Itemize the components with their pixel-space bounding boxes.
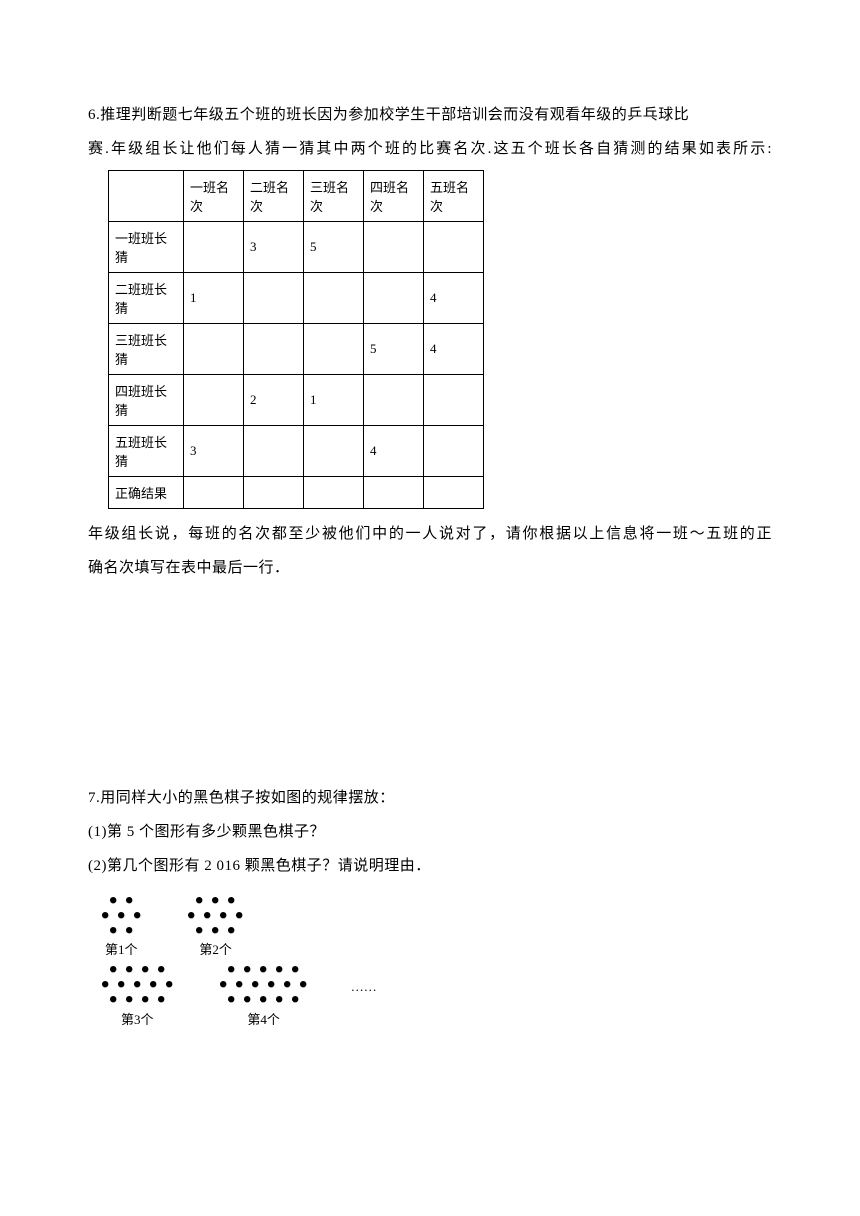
cell: 5 [304,222,364,273]
ranking-table: 一班名次 二班名次 三班名次 四班名次 五班名次 一班班长猜 3 5 二班班长猜… [108,170,484,509]
cell: 2 [244,375,304,426]
problem-6-after-1: 年级组长说，每班的名次都至少被他们中的一人说对了，请你根据以上信息将一班～五班的… [88,519,772,549]
row-label: 四班班长猜 [109,375,184,426]
figures-row-1: 第1个 第2个 [98,893,772,958]
table-row: 三班班长猜 5 4 [109,324,484,375]
table-row: 二班班长猜 1 4 [109,273,484,324]
row-label: 五班班长猜 [109,426,184,477]
figure-1: 第1个 [98,893,144,958]
cell: 3 [244,222,304,273]
cell [364,222,424,273]
header-class-1: 一班名次 [184,171,244,222]
figures-row-2: 第3个 第4个 …… [98,962,772,1027]
problem-6-text-1: 6.推理判断题七年级五个班的班长因为参加校学生干部培训会而没有观看年级的乒乓球比 [88,100,772,130]
figure-label-4: 第4个 [216,1009,310,1028]
row-label: 一班班长猜 [109,222,184,273]
cell [244,324,304,375]
figure-4: 第4个 [216,962,310,1027]
problem-7-text-1: 7.用同样大小的黑色棋子按如图的规律摆放： [88,783,772,813]
cell: 4 [424,324,484,375]
cell [244,273,304,324]
row-label: 正确结果 [109,477,184,509]
cell [424,477,484,509]
cell [364,477,424,509]
figure-2: 第2个 [184,893,246,958]
header-class-3: 三班名次 [304,171,364,222]
figure-label-2: 第2个 [184,939,246,958]
cell [364,273,424,324]
cell [244,426,304,477]
cell: 1 [184,273,244,324]
figure-3: 第3个 [98,962,176,1027]
ellipsis-text: …… [351,979,377,1011]
row-label: 三班班长猜 [109,324,184,375]
dots-figure-1-icon [98,893,144,937]
cell: 4 [424,273,484,324]
cell [304,324,364,375]
figure-label-1: 第1个 [98,939,144,958]
cell [184,477,244,509]
cell: 4 [364,426,424,477]
cell [184,375,244,426]
cell [184,324,244,375]
cell: 3 [184,426,244,477]
table-row: 四班班长猜 2 1 [109,375,484,426]
cell [364,375,424,426]
cell [304,477,364,509]
problem-6-after-2: 确名次填写在表中最后一行． [88,553,772,583]
table-row: 正确结果 [109,477,484,509]
cell [424,426,484,477]
table-row: 五班班长猜 3 4 [109,426,484,477]
figure-label-3: 第3个 [98,1009,176,1028]
cell [304,426,364,477]
figures-container: 第1个 第2个 第3个 第4个 …… [98,893,772,1028]
cell [244,477,304,509]
cell [424,375,484,426]
cell [424,222,484,273]
cell: 5 [364,324,424,375]
table-row: 一班班长猜 3 5 [109,222,484,273]
problem-6: 6.推理判断题七年级五个班的班长因为参加校学生干部培训会而没有观看年级的乒乓球比… [88,100,772,583]
header-empty [109,171,184,222]
dots-figure-3-icon [98,962,176,1006]
problem-7-text-2: (1)第 5 个图形有多少颗黑色棋子？ [88,817,772,847]
header-class-2: 二班名次 [244,171,304,222]
header-class-4: 四班名次 [364,171,424,222]
table-header-row: 一班名次 二班名次 三班名次 四班名次 五班名次 [109,171,484,222]
problem-7-text-3: (2)第几个图形有 2 016 颗黑色棋子？请说明理由． [88,851,772,881]
cell [304,273,364,324]
dots-figure-4-icon [216,962,310,1006]
header-class-5: 五班名次 [424,171,484,222]
dots-figure-2-icon [184,893,246,937]
problem-7: 7.用同样大小的黑色棋子按如图的规律摆放： (1)第 5 个图形有多少颗黑色棋子… [88,783,772,1028]
cell: 1 [304,375,364,426]
row-label: 二班班长猜 [109,273,184,324]
problem-6-text-2: 赛.年级组长让他们每人猜一猜其中两个班的比赛名次.这五个班长各自猜测的结果如表所… [88,134,772,164]
cell [184,222,244,273]
